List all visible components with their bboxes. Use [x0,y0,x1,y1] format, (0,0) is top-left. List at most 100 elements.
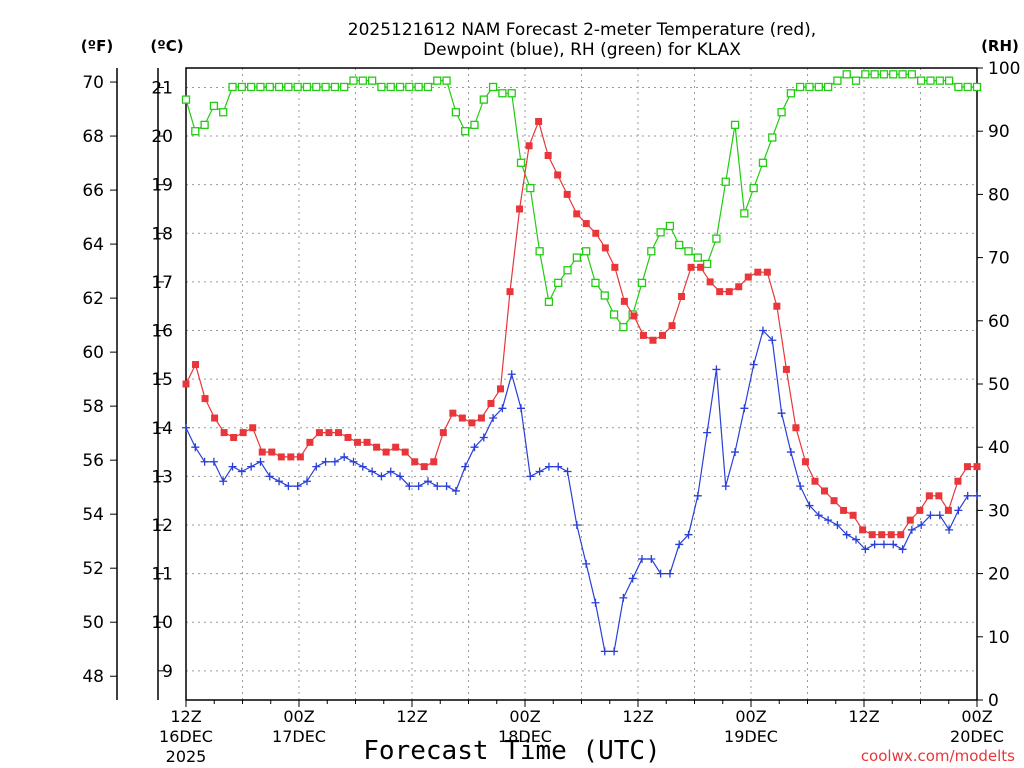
dewpoint-point [423,477,432,486]
rh-point [740,209,749,218]
dewpoint-point [833,520,842,529]
temperature-point [192,361,200,369]
temperature-point [763,268,771,276]
temperature-point [963,463,971,471]
temperature-point [897,531,905,539]
dewpoint-point [479,433,488,442]
dewpoint-point [554,462,563,471]
rh-point [284,82,293,92]
temperature-point [315,429,323,437]
dewpoint-point [712,365,721,374]
rh-point [786,89,796,98]
rh-point [423,82,433,92]
temperature-point [582,220,590,228]
rh-point [684,247,693,256]
dewpoint-point [637,555,646,564]
temperature-point [239,429,247,437]
temperature-point [554,171,562,179]
rh-point [758,158,768,167]
rh-point [944,76,954,85]
temperature-point [563,190,571,198]
temperature-point [649,336,657,344]
dewpoint-point [470,443,479,452]
rh-point [516,158,526,167]
rh-point [535,247,544,256]
dewpoint-point [377,472,386,481]
temperature-point [801,458,809,466]
temperature-point [935,492,943,500]
fahrenheit-tick-label: 48 [82,667,104,687]
dewpoint-point [368,467,377,476]
rh-point [777,108,786,117]
temperature-point [830,497,838,505]
dewpoint-point [796,482,805,491]
dewpoint-point [340,452,349,461]
rh-point [228,82,237,92]
fahrenheit-tick-label: 50 [82,613,104,633]
celsius-tick-label: 16 [151,322,173,342]
x-tick-label-date: 17DEC [272,727,326,746]
dewpoint-point [433,482,442,491]
rh-point [302,82,312,92]
dewpoint-point [405,482,414,491]
rh-point [488,82,498,92]
temperature-point [344,433,352,441]
celsius-unit-label: (ºC) [150,37,183,55]
temperature-point [716,288,724,296]
rh-point [889,70,898,79]
x-tick-label-time: 00Z [961,707,992,726]
x-tick-label-time: 12Z [170,707,201,726]
rh-point [870,70,879,79]
dewpoint-point [312,462,321,471]
temperature-point [516,205,524,213]
temperature-point [325,429,333,437]
temperature-point [363,438,371,446]
rh-point [367,76,377,85]
x-tick-label-time: 12Z [396,707,427,726]
dewpoint-point [656,569,665,578]
dewpoint-point [777,409,786,418]
rh-point [572,253,581,262]
temperature-point [754,268,762,276]
axes [110,67,983,707]
rh-tick-label: 20 [988,565,1010,585]
rh-point [451,108,461,117]
dewpoint-point [684,530,693,539]
dewpoint-point [758,326,767,335]
rh-point [656,228,665,237]
dewpoint-point [302,477,311,486]
dewpoint-point [349,457,358,466]
rh-point [405,82,414,92]
rh-point [693,253,702,262]
rh-tick-label: 100 [988,59,1020,79]
temperature-point [268,448,276,456]
temperature-point [792,424,800,432]
celsius-tick-label: 17 [151,273,173,293]
rh-tick-label: 50 [988,375,1010,395]
temperature-point [334,429,342,437]
rh-point [330,82,340,92]
temperature-point [230,433,238,441]
temperature-point [373,443,381,451]
dewpoint-point [461,462,470,471]
rh-point [479,95,488,104]
temperature-point [878,531,886,539]
rh-point [917,76,926,85]
dewpoint-point [219,477,228,486]
rh-point [340,82,349,92]
x-axis-label: Forecast Time (UTC) [363,736,660,766]
temperature-point [630,312,638,320]
dewpoint-point [907,525,916,534]
rh-point [246,82,256,92]
rh-point [665,221,675,231]
dewpoint-point [963,491,972,500]
rh-point [395,82,405,92]
dewpoint-point [675,540,684,549]
temperature-point [277,453,285,461]
rh-point [554,278,563,288]
fahrenheit-tick-label: 56 [82,451,104,471]
rh-point [544,297,554,306]
dewpoint-point [647,555,656,564]
rh-point [963,82,972,92]
rh-point [293,82,302,92]
